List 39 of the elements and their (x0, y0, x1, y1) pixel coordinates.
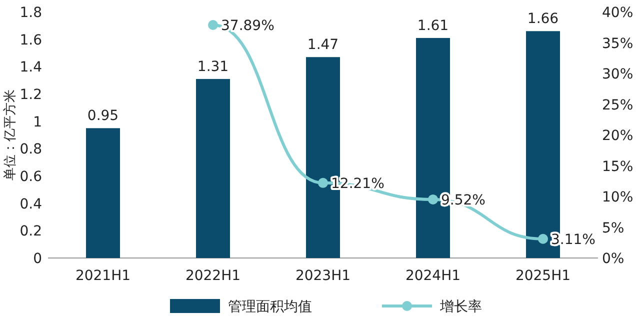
point (318, 178, 328, 188)
bar (86, 128, 120, 258)
data-label: 1.61 (417, 18, 449, 34)
y-tick-label: 0.6 (20, 169, 42, 185)
y-tick-label: 1 (33, 114, 42, 130)
y2-tick-label: 15% (602, 158, 634, 175)
data-label: 1.66 (527, 11, 559, 28)
bar (196, 78, 230, 258)
y2-tick-label: 25% (602, 97, 634, 114)
x-tick-label: 2021H1 (75, 268, 131, 284)
y2-tick-label: 5% (602, 220, 624, 236)
y-tick-label: 1.6 (20, 32, 42, 48)
y-tick-label: 0.4 (20, 196, 42, 212)
y2-tick-label: 30% (602, 66, 634, 82)
y2-tick-label: 20% (602, 128, 634, 144)
y-tick-label: 0 (33, 251, 42, 267)
data-label: 1.31 (197, 58, 229, 75)
y2-tick-label: 40% (602, 5, 634, 21)
legend-label: 管理面积均值 (228, 299, 312, 315)
y2-tick-label: 10% (602, 190, 634, 206)
y-tick-label: 1.2 (20, 87, 42, 103)
x-tick-label: 2024H1 (405, 268, 461, 284)
x-tick-label: 2025H1 (515, 268, 571, 284)
y-tick-label: 0.8 (20, 142, 42, 158)
y2-tick-label: 35% (602, 36, 634, 52)
y-tick-label: 0.2 (20, 224, 42, 240)
data-label: 37.89% (221, 18, 274, 34)
data-label: 0.95 (87, 108, 119, 124)
legend-label: 增长率 (439, 299, 482, 315)
point (208, 20, 218, 30)
point (538, 234, 548, 244)
x-tick-label: 2023H1 (295, 268, 351, 284)
y-axis-title: 单位：亿平方米 (2, 90, 18, 180)
y2-tick-label: 0% (602, 251, 624, 267)
data-label: 1.47 (307, 37, 339, 54)
y-tick-label: 1.8 (20, 5, 42, 21)
point (428, 194, 438, 204)
y-tick-label: 1.4 (20, 60, 42, 76)
x-tick-label: 2022H1 (185, 268, 241, 284)
